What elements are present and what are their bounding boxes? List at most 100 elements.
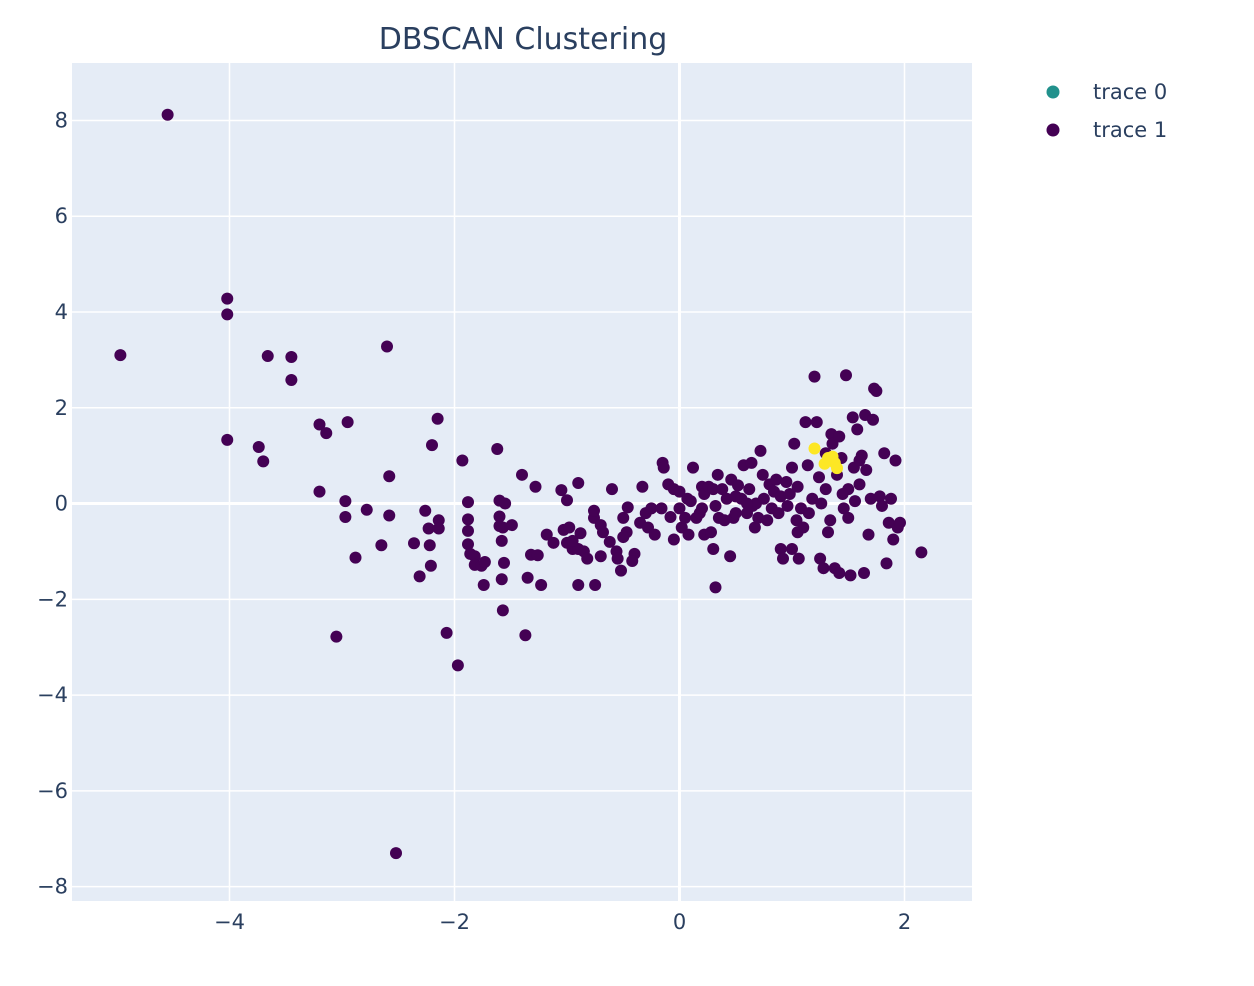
noise-point — [817, 562, 830, 575]
noise-point — [615, 564, 627, 577]
noise-point — [858, 566, 870, 579]
noise-point — [408, 537, 420, 550]
noise-point — [894, 516, 906, 529]
noise-point — [462, 496, 474, 509]
noise-point — [824, 514, 837, 527]
noise-point — [806, 492, 819, 505]
noise-point — [495, 534, 508, 547]
noise-point — [313, 418, 326, 431]
noise-point — [810, 416, 823, 429]
noise-point — [745, 456, 758, 469]
noise-point — [257, 455, 270, 468]
noise-point — [657, 461, 670, 474]
x-tick-label: 0 — [673, 910, 686, 934]
noise-point — [496, 521, 509, 534]
noise-point — [594, 550, 607, 563]
y-axis-ticks: −8 −6 −4 −2 0 2 4 6 8 — [37, 108, 68, 898]
noise-point — [597, 526, 609, 539]
noise-point — [780, 476, 793, 488]
noise-point — [493, 510, 506, 523]
noise-point — [808, 370, 821, 383]
noise-point — [572, 578, 585, 591]
noise-point — [499, 497, 512, 510]
noise-point — [786, 461, 798, 474]
noise-point — [748, 521, 761, 534]
y-tick-label: −2 — [37, 587, 68, 611]
x-tick-label: −4 — [214, 910, 245, 934]
noise-point — [621, 501, 634, 514]
noise-point — [840, 369, 852, 382]
noise-point — [285, 351, 298, 364]
noise-point — [833, 430, 846, 443]
noise-point — [574, 527, 587, 540]
noise-point — [383, 509, 396, 522]
noise-point — [853, 478, 866, 491]
noise-point — [521, 571, 534, 584]
noise-point — [516, 468, 528, 481]
noise-point — [424, 559, 437, 572]
noise-point — [729, 507, 742, 520]
noise-point — [114, 349, 127, 362]
noise-point — [853, 454, 866, 467]
noise-point — [339, 495, 352, 508]
noise-point — [887, 533, 900, 546]
noise-point — [813, 471, 825, 484]
noise-point — [431, 412, 444, 425]
noise-point — [383, 470, 396, 483]
noise-point — [815, 497, 828, 510]
noise-point — [413, 570, 426, 583]
noise-point — [777, 552, 789, 565]
noise-point — [682, 528, 695, 541]
noise-point — [756, 468, 769, 481]
y-tick-label: 4 — [55, 300, 68, 324]
noise-point — [862, 528, 875, 541]
noise-point — [791, 526, 804, 539]
noise-point — [535, 578, 548, 591]
noise-point — [720, 492, 733, 505]
noise-point — [705, 526, 717, 539]
noise-point — [381, 340, 393, 353]
noise-point — [870, 385, 883, 398]
noise-point — [491, 442, 504, 455]
noise-point — [687, 461, 699, 474]
noise-point — [531, 549, 544, 562]
noise-point — [741, 497, 753, 510]
x-tick-label: 2 — [898, 910, 911, 934]
noise-point — [540, 528, 553, 541]
y-tick-label: −4 — [37, 683, 68, 707]
noise-point — [724, 550, 737, 563]
legend-label: trace 1 — [1093, 118, 1167, 142]
noise-point — [707, 483, 720, 496]
legend-label: trace 0 — [1093, 80, 1167, 104]
noise-point — [320, 427, 333, 440]
noise-point — [718, 514, 731, 527]
legend[interactable]: trace 0 trace 1 — [1046, 80, 1168, 142]
y-tick-label: 6 — [55, 204, 68, 228]
legend-marker — [1046, 85, 1060, 99]
noise-point — [707, 543, 720, 556]
noise-point — [774, 543, 787, 556]
noise-point — [423, 539, 436, 552]
noise-point — [561, 494, 573, 507]
noise-point — [422, 522, 435, 535]
noise-point — [655, 502, 668, 515]
noise-point — [636, 480, 649, 493]
noise-point — [617, 511, 630, 524]
noise-point — [781, 499, 794, 512]
noise-point — [696, 502, 708, 515]
noise-point — [581, 552, 594, 565]
noise-point — [462, 513, 474, 526]
noise-point — [885, 492, 897, 505]
noise-point — [588, 504, 600, 517]
noise-point — [799, 416, 812, 429]
noise-point — [589, 578, 602, 591]
noise-point — [611, 552, 624, 565]
noise-point — [837, 502, 850, 515]
noise-point — [330, 630, 343, 643]
noise-point — [664, 510, 677, 523]
noise-point — [709, 499, 722, 512]
noise-point — [876, 499, 888, 512]
noise-point — [505, 519, 518, 532]
y-tick-label: −6 — [37, 779, 68, 803]
noise-point — [757, 492, 770, 505]
